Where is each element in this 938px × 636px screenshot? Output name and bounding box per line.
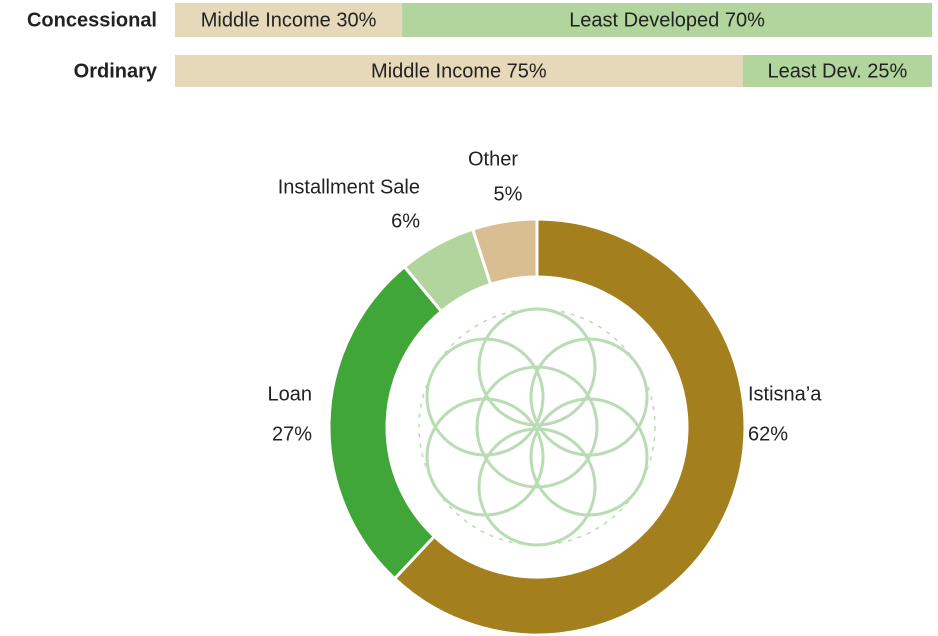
bar-label: Least Dev. 25% (768, 60, 908, 82)
bar-label: Least Developed 70% (569, 9, 765, 31)
slice-value: 5% (494, 183, 523, 205)
slice-label: Installment Sale (278, 176, 420, 198)
slice-label: Loan (268, 383, 313, 405)
bar-segment (742, 55, 932, 87)
bar-segment (175, 3, 403, 37)
ornament (418, 307, 656, 547)
category-label: Concessional (27, 9, 157, 31)
slice-value: 27% (272, 423, 312, 445)
slice-label: Other (468, 148, 518, 170)
bar-segment (175, 55, 743, 87)
slice-value: 6% (391, 210, 420, 232)
donut-slice (327, 264, 444, 581)
slice-label: Istisna’a (748, 383, 822, 405)
category-label: Ordinary (74, 60, 158, 82)
donut-slice (470, 217, 539, 287)
bar-label: Middle Income 30% (201, 9, 377, 31)
slice-value: 62% (748, 423, 788, 445)
bar-label: Middle Income 75% (371, 60, 547, 82)
bar-segment (402, 3, 933, 37)
donut-slice (392, 217, 747, 636)
